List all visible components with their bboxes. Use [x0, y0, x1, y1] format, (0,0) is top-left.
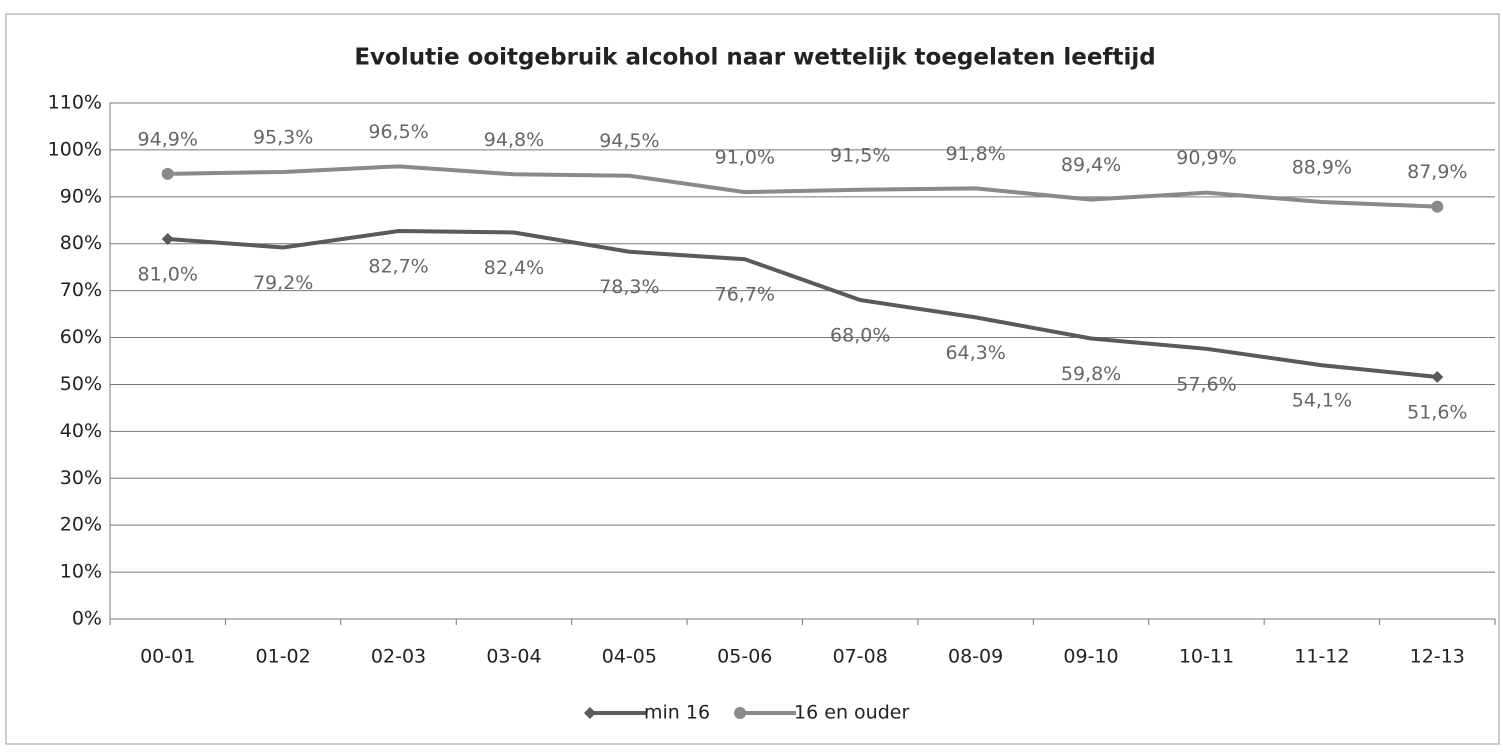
y-tick-label: 80% [60, 232, 102, 254]
x-tick-label: 09-10 [1063, 646, 1118, 668]
value-label: 79,2% [253, 272, 313, 294]
y-tick-label: 60% [60, 326, 102, 348]
value-label: 96,5% [368, 121, 428, 143]
series-line [167, 229, 1438, 379]
value-label: 68,0% [830, 325, 890, 347]
x-tick-label: 07-08 [833, 646, 888, 668]
x-tick-label: 02-03 [371, 646, 426, 668]
point-marker [1431, 200, 1444, 213]
value-label: 87,9% [1407, 161, 1467, 183]
value-label: 54,1% [1292, 390, 1352, 412]
value-label: 76,7% [715, 284, 775, 306]
x-tick-label: 00-01 [140, 646, 195, 668]
y-tick-label: 10% [60, 561, 102, 583]
y-tick-label: 50% [60, 373, 102, 395]
value-label: 51,6% [1407, 401, 1467, 423]
point-marker [1431, 370, 1444, 383]
chart-border [5, 13, 1500, 745]
value-label: 64,3% [945, 342, 1005, 364]
y-tick-label: 0% [72, 608, 102, 630]
point-marker [161, 233, 174, 246]
x-tick-label: 10-11 [1179, 646, 1234, 668]
legend-marker [584, 707, 596, 719]
legend-label: 16 en ouder [794, 702, 909, 724]
y-tick-label: 70% [60, 279, 102, 301]
x-tick-label: 04-05 [602, 646, 657, 668]
value-label: 57,6% [1176, 373, 1236, 395]
point-marker [161, 167, 174, 180]
value-label: 95,3% [253, 126, 313, 148]
x-tick-label: 05-06 [717, 646, 772, 668]
value-label: 91,5% [830, 144, 890, 166]
value-label: 91,8% [945, 143, 1005, 165]
y-tick-label: 40% [60, 420, 102, 442]
y-tick-label: 90% [60, 185, 102, 207]
value-label: 59,8% [1061, 363, 1121, 385]
x-tick-label: 08-09 [948, 646, 1003, 668]
y-tick-label: 100% [48, 138, 102, 160]
value-label: 81,0% [138, 264, 198, 286]
value-label: 94,5% [599, 130, 659, 152]
y-tick-label: 110% [48, 92, 102, 114]
y-tick-label: 20% [60, 514, 102, 536]
x-tick-label: 01-02 [256, 646, 311, 668]
value-label: 90,9% [1176, 147, 1236, 169]
value-label: 89,4% [1061, 154, 1121, 176]
x-tick-label: 03-04 [486, 646, 541, 668]
series-line [167, 164, 1438, 209]
value-label: 91,0% [715, 147, 775, 169]
legend-label: min 16 [644, 702, 710, 724]
value-label: 82,4% [484, 257, 544, 279]
value-label: 94,8% [484, 129, 544, 151]
value-label: 94,9% [138, 128, 198, 150]
value-label: 82,7% [368, 256, 428, 278]
x-tick-label: 12-13 [1410, 646, 1465, 668]
chart-title: Evolutie ooitgebruik alcohol naar wettel… [354, 45, 1155, 71]
value-label: 88,9% [1292, 156, 1352, 178]
x-tick-label: 11-12 [1294, 646, 1349, 668]
y-tick-label: 30% [60, 467, 102, 489]
legend-marker [734, 707, 747, 719]
value-label: 78,3% [599, 276, 659, 298]
